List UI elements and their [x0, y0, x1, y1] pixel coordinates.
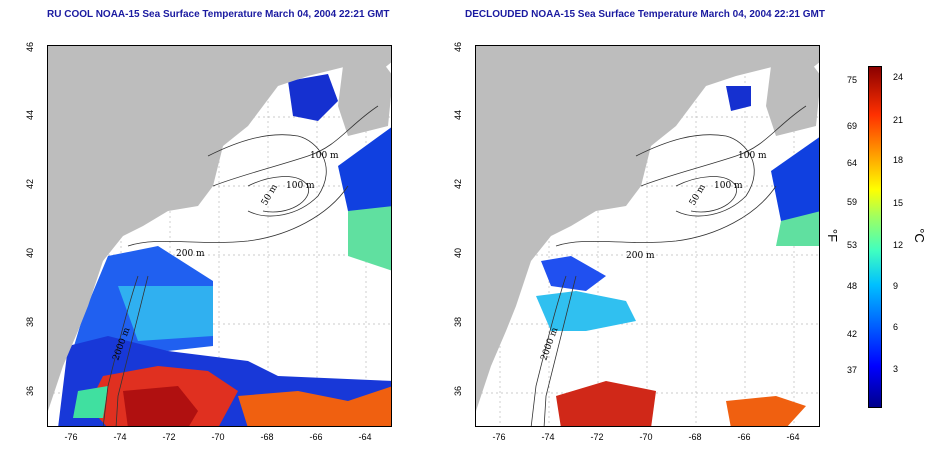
right-contour-label-200: 200 m: [626, 251, 655, 261]
right-map-title: DECLOUDED NOAA-15 Sea Surface Temperatur…: [465, 9, 825, 20]
colorbar-f-label: 48: [847, 281, 858, 291]
left-x-tick: -76: [64, 432, 78, 442]
right-contour-label-100a: 100 m: [738, 151, 767, 161]
left-y-tick: 36: [25, 385, 36, 397]
colorbar-c-label: 15: [893, 198, 904, 208]
right-contours: [530, 105, 807, 426]
colorbar-c-label: 24: [893, 72, 904, 82]
left-y-tick: 46: [25, 41, 36, 53]
right-y-tick: 40: [453, 247, 464, 259]
left-land: [48, 46, 391, 411]
colorbar-f-label: 69: [847, 121, 858, 131]
colorbar-c-label: 21: [893, 115, 904, 125]
left-map-title: RU COOL NOAA-15 Sea Surface Temperature …: [47, 9, 390, 20]
colorbar-f-label: 75: [847, 75, 858, 85]
colorbar-c-label: 9: [893, 281, 899, 291]
right-y-tick: 36: [453, 385, 464, 397]
left-contour-label-100b: 100 m: [286, 181, 315, 191]
right-x-tick: -70: [639, 432, 653, 442]
colorbar-c-label: 3: [893, 364, 899, 374]
right-x-tick: -74: [541, 432, 555, 442]
right-sst-map: 100 m 100 m 50 m 200 m 2000 m: [475, 45, 820, 427]
right-y-tick: 38: [453, 316, 464, 328]
colorbar-c-label: 18: [893, 155, 904, 165]
right-y-tick: 46: [453, 41, 464, 53]
left-y-tick: 38: [25, 316, 36, 328]
left-y-tick: 44: [25, 109, 36, 121]
colorbar-f-label: 37: [847, 365, 858, 375]
left-x-tick: -72: [162, 432, 176, 442]
right-contour-label-100b: 100 m: [714, 181, 743, 191]
right-land: [476, 46, 819, 411]
right-x-tick: -68: [688, 432, 702, 442]
right-y-tick: 42: [453, 178, 464, 190]
left-x-tick: -66: [309, 432, 323, 442]
left-y-tick: 40: [25, 247, 36, 259]
right-map-graphic: 100 m 100 m 50 m 200 m 2000 m: [476, 46, 819, 426]
left-y-tick: 42: [25, 178, 36, 190]
colorbar-celsius-unit: °C: [911, 228, 927, 243]
left-sst-map: 100 m 100 m 50 m 200 m 2000 m: [47, 45, 392, 427]
left-contour-label-50: 50 m: [260, 182, 280, 207]
right-x-tick: -64: [786, 432, 800, 442]
right-contour-label-2000: 2000 m: [539, 326, 560, 362]
right-y-tick: 44: [453, 109, 464, 121]
colorbar-c-label: 6: [893, 322, 899, 332]
left-contours: [102, 105, 379, 426]
right-sst-data: [536, 86, 819, 426]
left-x-tick: -70: [211, 432, 225, 442]
colorbar-f-label: 42: [847, 329, 858, 339]
colorbar-f-label: 53: [847, 240, 858, 250]
right-x-tick: -72: [590, 432, 604, 442]
colorbar-fahrenheit-unit: °F: [825, 228, 841, 243]
left-sst-data: [58, 74, 391, 426]
left-x-tick: -68: [260, 432, 274, 442]
right-contour-label-50: 50 m: [688, 182, 708, 207]
left-contour-label-200: 200 m: [176, 249, 205, 259]
colorbar-f-label: 59: [847, 197, 858, 207]
left-x-tick: -74: [113, 432, 127, 442]
right-x-tick: -66: [737, 432, 751, 442]
left-x-tick: -64: [358, 432, 372, 442]
right-x-tick: -76: [492, 432, 506, 442]
temperature-colorbar: [868, 66, 882, 408]
left-contour-label-100a: 100 m: [310, 151, 339, 161]
colorbar-f-label: 64: [847, 158, 858, 168]
colorbar-c-label: 12: [893, 240, 904, 250]
left-map-graphic: 100 m 100 m 50 m 200 m 2000 m: [48, 46, 391, 426]
